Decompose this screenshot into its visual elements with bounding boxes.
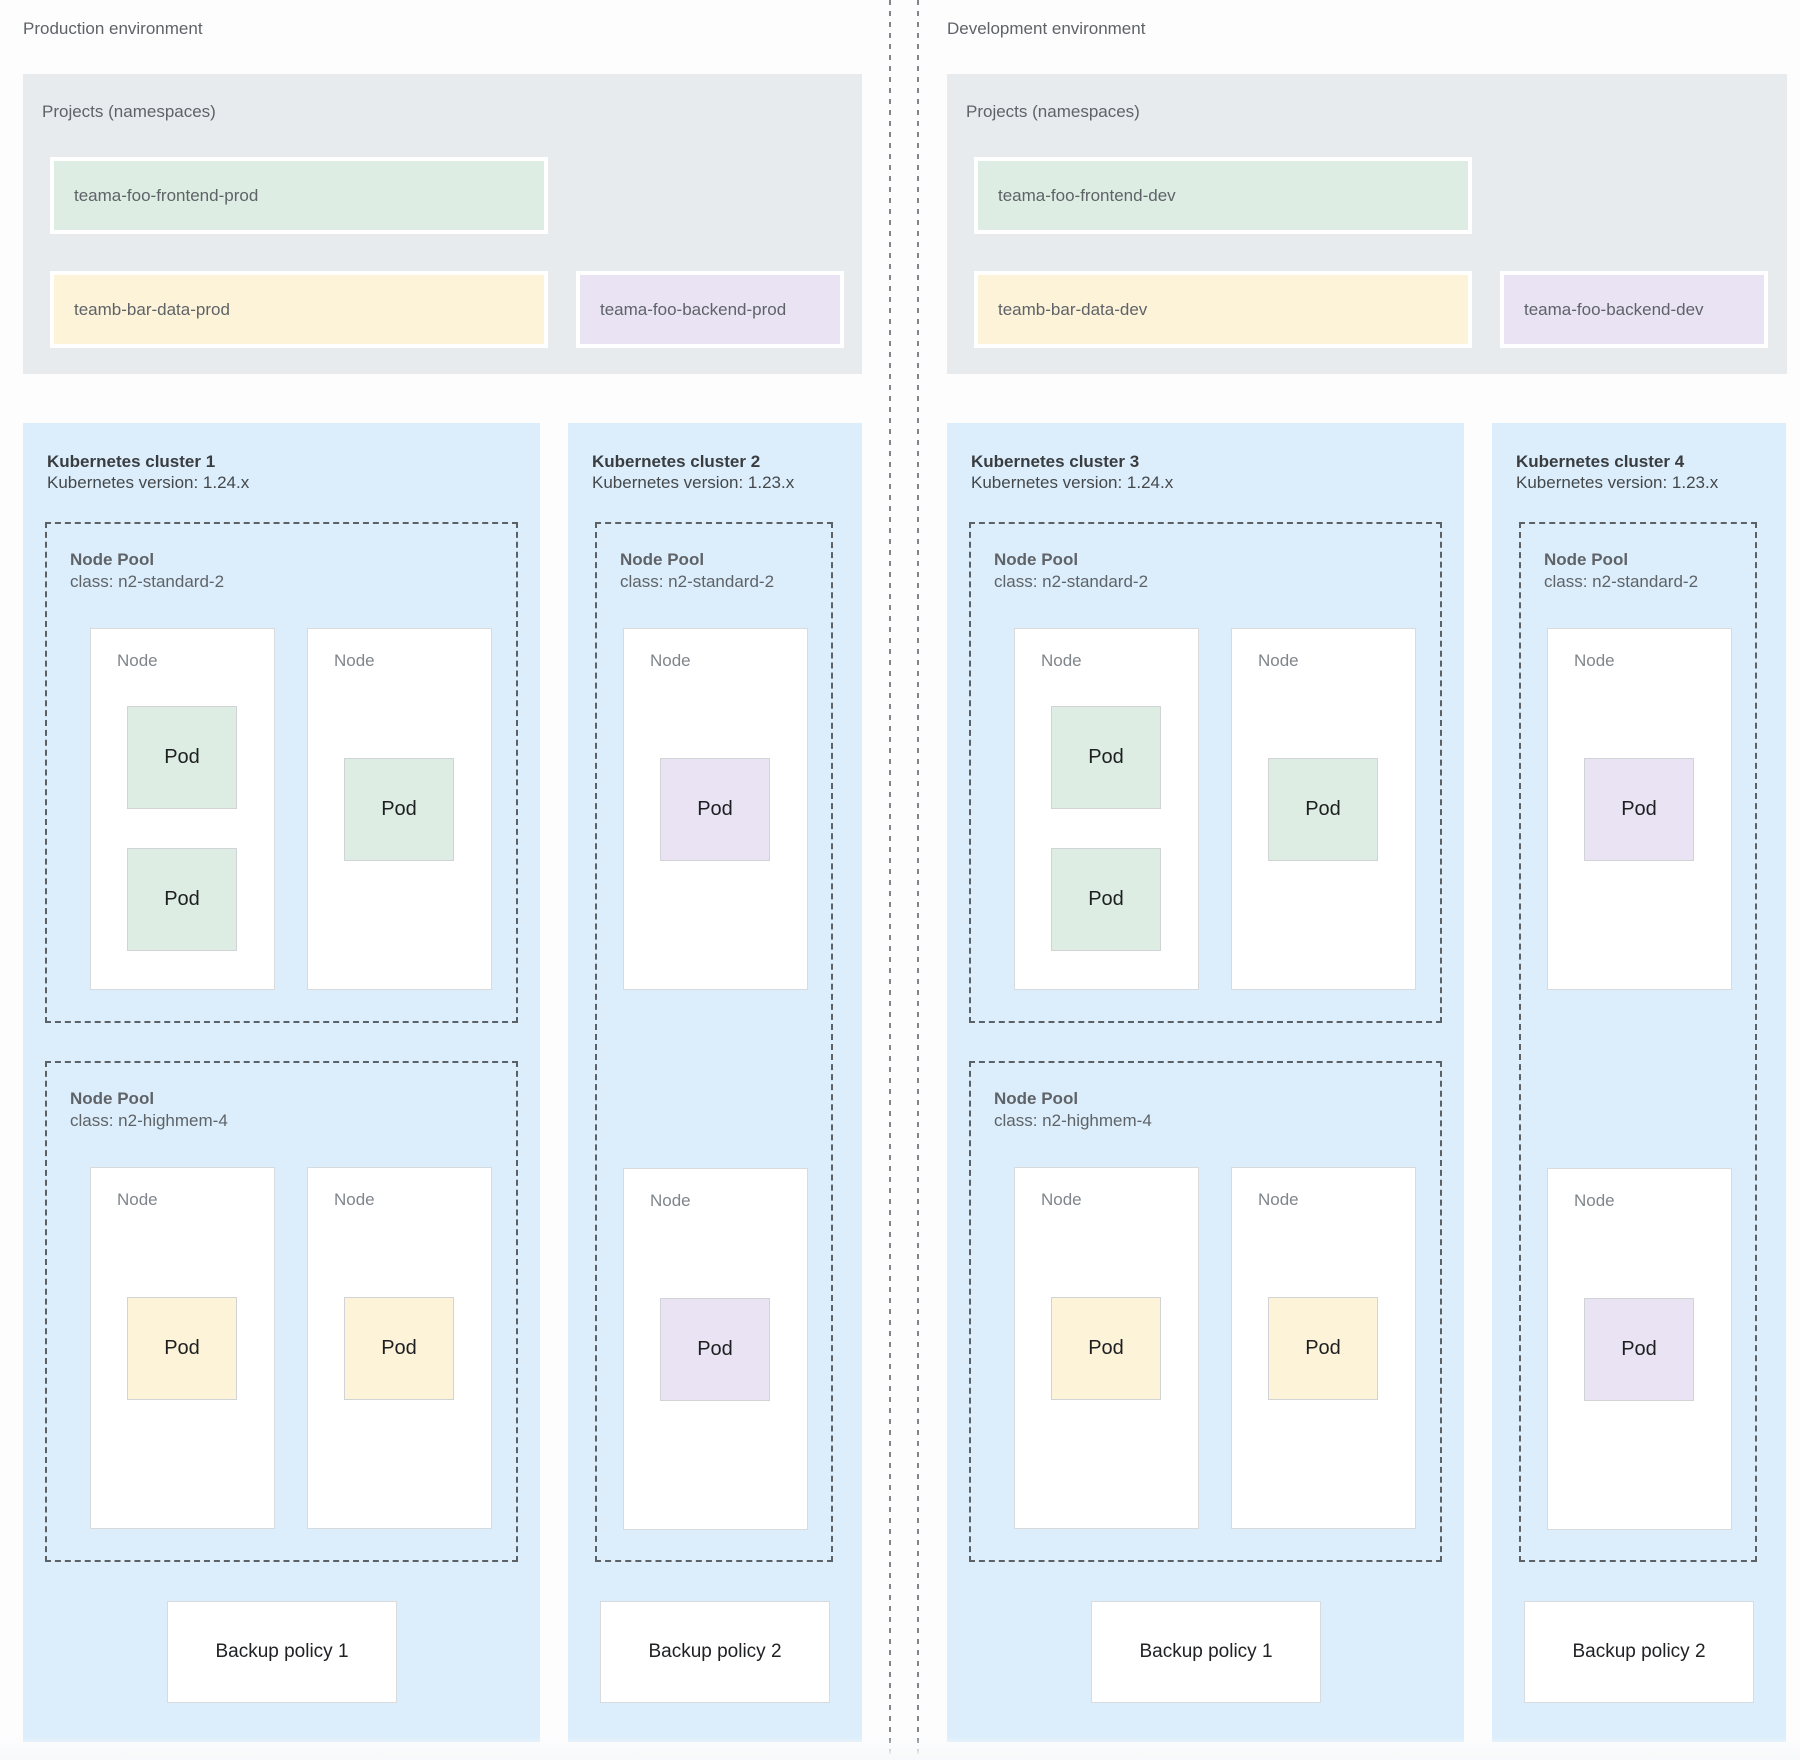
node: Node Pod xyxy=(90,1167,275,1529)
node-pool-class: class: n2-highmem-4 xyxy=(70,1111,228,1130)
projects-title: Projects (namespaces) xyxy=(42,102,216,121)
node-pool-class: class: n2-standard-2 xyxy=(620,572,775,591)
node: Node Pod xyxy=(623,1168,808,1530)
cluster-version: Kubernetes version: 1.23.x xyxy=(592,473,795,492)
projects-box: Projects (namespaces) teama-foo-frontend… xyxy=(23,74,862,374)
projects-box: Projects (namespaces) teama-foo-frontend… xyxy=(947,74,1787,374)
namespace-chip-data: teamb-bar-data-dev xyxy=(974,271,1472,348)
pod: Pod xyxy=(1268,758,1378,861)
node-label: Node xyxy=(117,1190,158,1209)
environment-divider-line xyxy=(917,0,919,1760)
kubernetes-cluster-4: Kubernetes cluster 4 Kubernetes version:… xyxy=(1492,423,1786,1742)
node-label: Node xyxy=(1574,1191,1615,1210)
kubernetes-cluster-2: Kubernetes cluster 2 Kubernetes version:… xyxy=(568,423,862,1742)
pod: Pod xyxy=(1051,706,1161,809)
pod: Pod xyxy=(660,1298,770,1401)
node-pool-standard: Node Pool class: n2-standard-2 Node Pod … xyxy=(1519,522,1757,1562)
node: Node Pod xyxy=(1547,1168,1732,1530)
node-pool-class: class: n2-standard-2 xyxy=(70,572,225,591)
cluster-title: Kubernetes cluster 2 xyxy=(592,452,761,471)
node: Node Pod xyxy=(307,628,492,990)
node: Node Pod xyxy=(1231,1167,1416,1529)
node-pool-standard: Node Pool class: n2-standard-2 Node Pod … xyxy=(45,522,518,1023)
environment-label: Production environment xyxy=(23,19,203,38)
node: Node Pod xyxy=(623,628,808,990)
cluster-title: Kubernetes cluster 1 xyxy=(47,452,216,471)
node-label: Node xyxy=(1258,651,1299,670)
cluster-title: Kubernetes cluster 4 xyxy=(1516,452,1685,471)
production-environment: Production environment Projects (namespa… xyxy=(23,0,862,1760)
pod: Pod xyxy=(1051,848,1161,951)
kubernetes-cluster-1: Kubernetes cluster 1 Kubernetes version:… xyxy=(23,423,540,1742)
node-pool-title: Node Pool xyxy=(70,1089,155,1108)
node-pool-title: Node Pool xyxy=(620,550,705,569)
node: Node Pod xyxy=(1014,1167,1199,1529)
backup-policy-1: Backup policy 1 xyxy=(167,1601,397,1703)
pod: Pod xyxy=(660,758,770,861)
namespace-chip-data: teamb-bar-data-prod xyxy=(50,271,548,348)
backup-policy-2: Backup policy 2 xyxy=(600,1601,830,1703)
namespace-chip-frontend: teama-foo-frontend-dev xyxy=(974,157,1472,234)
node: Node Pod xyxy=(1547,628,1732,990)
cluster-version: Kubernetes version: 1.23.x xyxy=(1516,473,1719,492)
node-label: Node xyxy=(650,651,691,670)
pod: Pod xyxy=(1051,1297,1161,1400)
node-pool-title: Node Pool xyxy=(1544,550,1629,569)
pod: Pod xyxy=(344,758,454,861)
pod: Pod xyxy=(1268,1297,1378,1400)
backup-policy-1: Backup policy 1 xyxy=(1091,1601,1321,1703)
node-pool-standard: Node Pool class: n2-standard-2 Node Pod … xyxy=(969,522,1442,1023)
cluster-title: Kubernetes cluster 3 xyxy=(971,452,1140,471)
pod: Pod xyxy=(127,706,237,809)
node-pool-standard: Node Pool class: n2-standard-2 Node Pod … xyxy=(595,522,833,1562)
node-label: Node xyxy=(1258,1190,1299,1209)
node-pool-title: Node Pool xyxy=(994,1089,1079,1108)
pod: Pod xyxy=(1584,758,1694,861)
node-label: Node xyxy=(334,651,375,670)
pod: Pod xyxy=(127,1297,237,1400)
namespace-chip-frontend: teama-foo-frontend-prod xyxy=(50,157,548,234)
pod: Pod xyxy=(1584,1298,1694,1401)
environment-divider-line xyxy=(889,0,891,1760)
cluster-version: Kubernetes version: 1.24.x xyxy=(47,473,250,492)
node-label: Node xyxy=(334,1190,375,1209)
node-label: Node xyxy=(1041,1190,1082,1209)
environment-label: Development environment xyxy=(947,19,1146,38)
node: Node Pod Pod xyxy=(90,628,275,990)
node-pool-class: class: n2-highmem-4 xyxy=(994,1111,1152,1130)
node-pool-class: class: n2-standard-2 xyxy=(994,572,1149,591)
cluster-version: Kubernetes version: 1.24.x xyxy=(971,473,1174,492)
pod: Pod xyxy=(127,848,237,951)
projects-title: Projects (namespaces) xyxy=(966,102,1140,121)
node-label: Node xyxy=(1574,651,1615,670)
node: Node Pod xyxy=(1231,628,1416,990)
node-pool-class: class: n2-standard-2 xyxy=(1544,572,1699,591)
node-pool-highmem: Node Pool class: n2-highmem-4 Node Pod N… xyxy=(45,1061,518,1562)
node-pool-title: Node Pool xyxy=(70,550,155,569)
kubernetes-cluster-3: Kubernetes cluster 3 Kubernetes version:… xyxy=(947,423,1464,1742)
namespace-chip-backend: teama-foo-backend-prod xyxy=(576,271,844,348)
node: Node Pod xyxy=(307,1167,492,1529)
bottom-fade xyxy=(0,1736,1800,1760)
development-environment: Development environment Projects (namesp… xyxy=(947,0,1787,1760)
backup-policy-2: Backup policy 2 xyxy=(1524,1601,1754,1703)
node-pool-title: Node Pool xyxy=(994,550,1079,569)
node-label: Node xyxy=(117,651,158,670)
node: Node Pod Pod xyxy=(1014,628,1199,990)
node-label: Node xyxy=(1041,651,1082,670)
node-label: Node xyxy=(650,1191,691,1210)
namespace-chip-backend: teama-foo-backend-dev xyxy=(1500,271,1768,348)
node-pool-highmem: Node Pool class: n2-highmem-4 Node Pod N… xyxy=(969,1061,1442,1562)
pod: Pod xyxy=(344,1297,454,1400)
